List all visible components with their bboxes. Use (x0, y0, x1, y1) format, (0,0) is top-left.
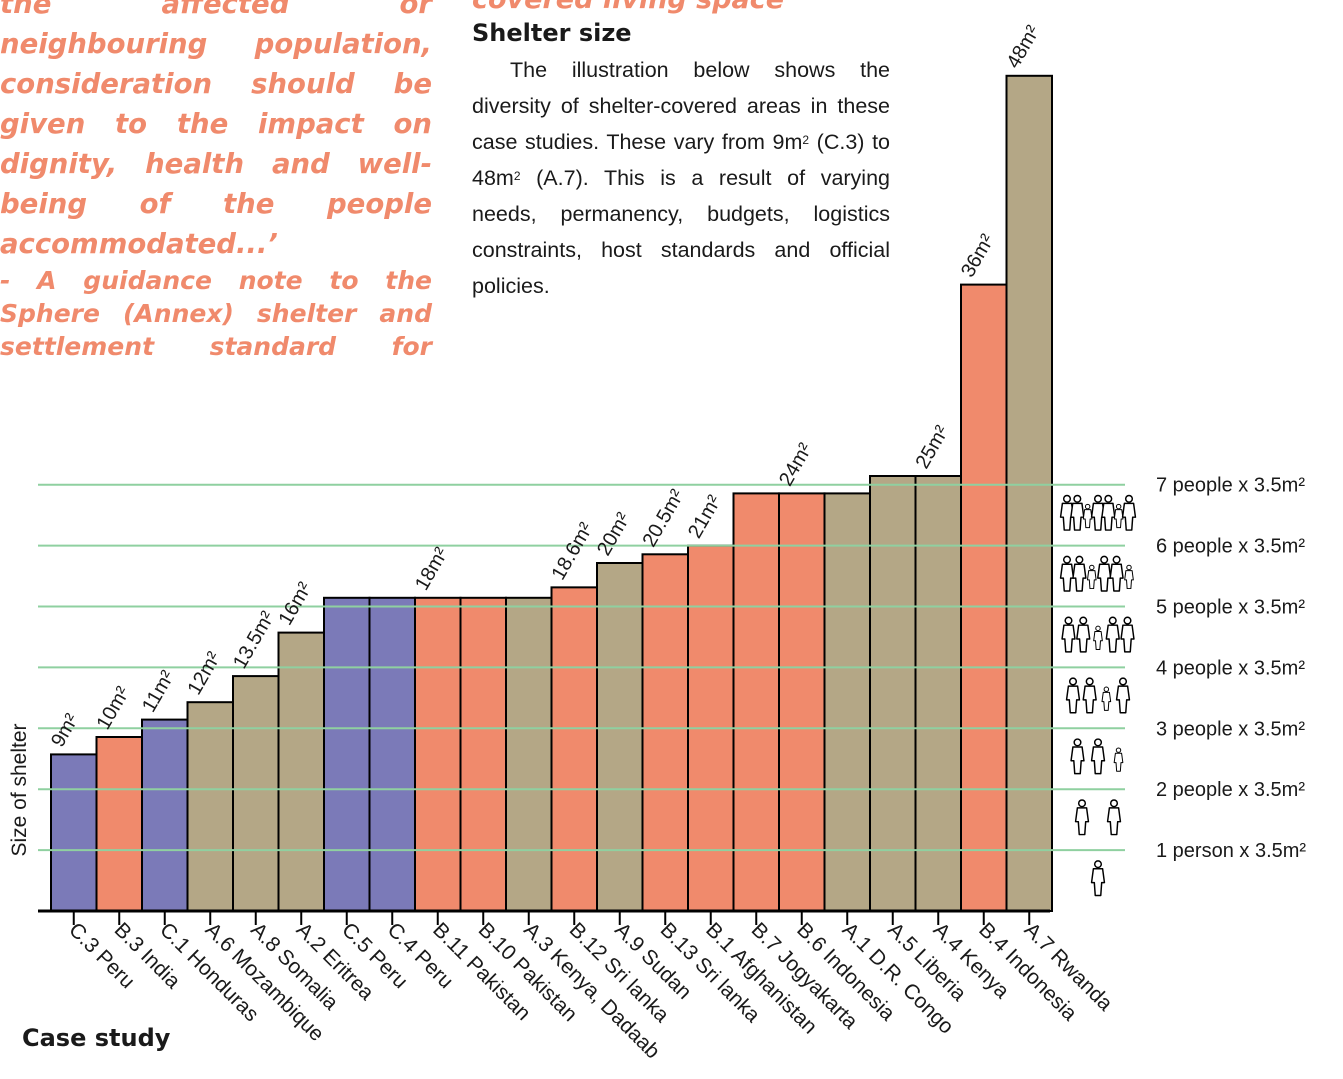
intro-text-3: (A.7). This is a result of varying needs… (472, 166, 890, 298)
value-label-3: 11m² (138, 667, 179, 716)
reference-label-4: 4 people x 3.5m² (1156, 657, 1305, 679)
value-label-15: 21m² (684, 491, 726, 542)
intro-paragraph: The illustration below shows the diversi… (472, 52, 890, 304)
bar-11 (505, 596, 553, 912)
person-icon (1106, 799, 1122, 836)
quote-block: the affected or neighbouring population,… (0, 0, 432, 363)
person-icon (1061, 616, 1076, 653)
reference-label-3: 3 people x 3.5m² (1156, 718, 1305, 740)
value-label-1: 9m² (47, 710, 83, 751)
bar-2 (95, 736, 143, 912)
bar-16 (732, 492, 780, 912)
person-icon (1086, 564, 1097, 590)
value-label-22: 48m² (1003, 22, 1045, 73)
value-label-2: 10m² (93, 683, 135, 734)
value-label-20: 25m² (912, 422, 954, 473)
bar-5 (232, 675, 280, 912)
value-label-4: 12m² (184, 648, 226, 699)
subheading: covered living space (472, 0, 784, 16)
bar-3 (141, 718, 189, 912)
quote-text: the affected or neighbouring population,… (0, 0, 432, 260)
value-label-17: 24m² (775, 439, 817, 490)
bar-1 (50, 753, 98, 913)
bar-9 (414, 596, 462, 912)
person-icon (1105, 616, 1120, 653)
bar-6 (277, 631, 325, 912)
person-icon (1065, 677, 1081, 714)
y-axis-title: Size of shelter (8, 723, 31, 856)
person-icon (1059, 494, 1075, 531)
value-label-5: 13.5m² (229, 607, 279, 672)
value-label-12: 18.6m² (548, 519, 598, 584)
person-icon (1109, 555, 1124, 592)
reference-label-1: 1 person x 3.5m² (1156, 840, 1306, 862)
person-icon (1090, 494, 1106, 531)
value-label-21: 36m² (957, 230, 999, 281)
bar-17 (778, 492, 826, 912)
value-label-14: 20.5m² (639, 486, 689, 551)
person-icon (1090, 860, 1106, 897)
person-icon (1115, 677, 1131, 714)
x-axis-title: Case study (22, 1024, 171, 1052)
value-label-9: 18m² (411, 544, 453, 595)
person-icon (1093, 625, 1103, 650)
intro-text-2: (C.3) to 48m (472, 130, 890, 190)
person-icon (1113, 503, 1124, 529)
value-label-13: 20m² (593, 509, 635, 560)
person-icon (1120, 616, 1135, 653)
person-icon (1082, 677, 1097, 714)
reference-label-7: 7 people x 3.5m² (1156, 475, 1305, 497)
bar-7 (323, 596, 371, 912)
person-icon (1070, 494, 1085, 531)
bar-20 (914, 475, 962, 912)
bar-19 (869, 475, 917, 912)
person-icon (1097, 555, 1112, 592)
person-icon (1082, 503, 1093, 529)
bar-14 (641, 553, 689, 912)
person-icon (1121, 494, 1137, 531)
bar-12 (550, 586, 598, 912)
quote-attribution: - A guidance note to the Sphere (Annex) … (0, 266, 432, 361)
value-label-6: 16m² (275, 578, 317, 629)
section-title: Shelter size (472, 19, 632, 47)
intro-sup-2: 2 (513, 169, 521, 183)
person-icon (1113, 747, 1124, 772)
reference-label-5: 5 people x 3.5m² (1156, 597, 1305, 619)
bar-21 (960, 283, 1008, 913)
person-icon (1076, 616, 1091, 653)
person-icon (1074, 799, 1090, 836)
intro-sup-1: 2 (802, 133, 810, 147)
person-icon (1101, 494, 1116, 531)
bar-22 (1005, 74, 1053, 913)
person-icon (1072, 555, 1087, 592)
intro-text-1: The illustration below shows the diversi… (472, 58, 890, 154)
reference-label-6: 6 people x 3.5m² (1156, 536, 1305, 558)
person-icon (1101, 686, 1112, 711)
bar-4 (186, 701, 234, 913)
bar-18 (823, 492, 871, 912)
reference-label-2: 2 people x 3.5m² (1156, 779, 1305, 801)
person-icon (1124, 564, 1134, 590)
bar-8 (368, 596, 416, 912)
bar-13 (596, 562, 644, 912)
bar-10 (459, 596, 507, 912)
person-icon (1090, 738, 1106, 775)
person-icon (1070, 738, 1085, 775)
person-icon (1059, 555, 1075, 592)
